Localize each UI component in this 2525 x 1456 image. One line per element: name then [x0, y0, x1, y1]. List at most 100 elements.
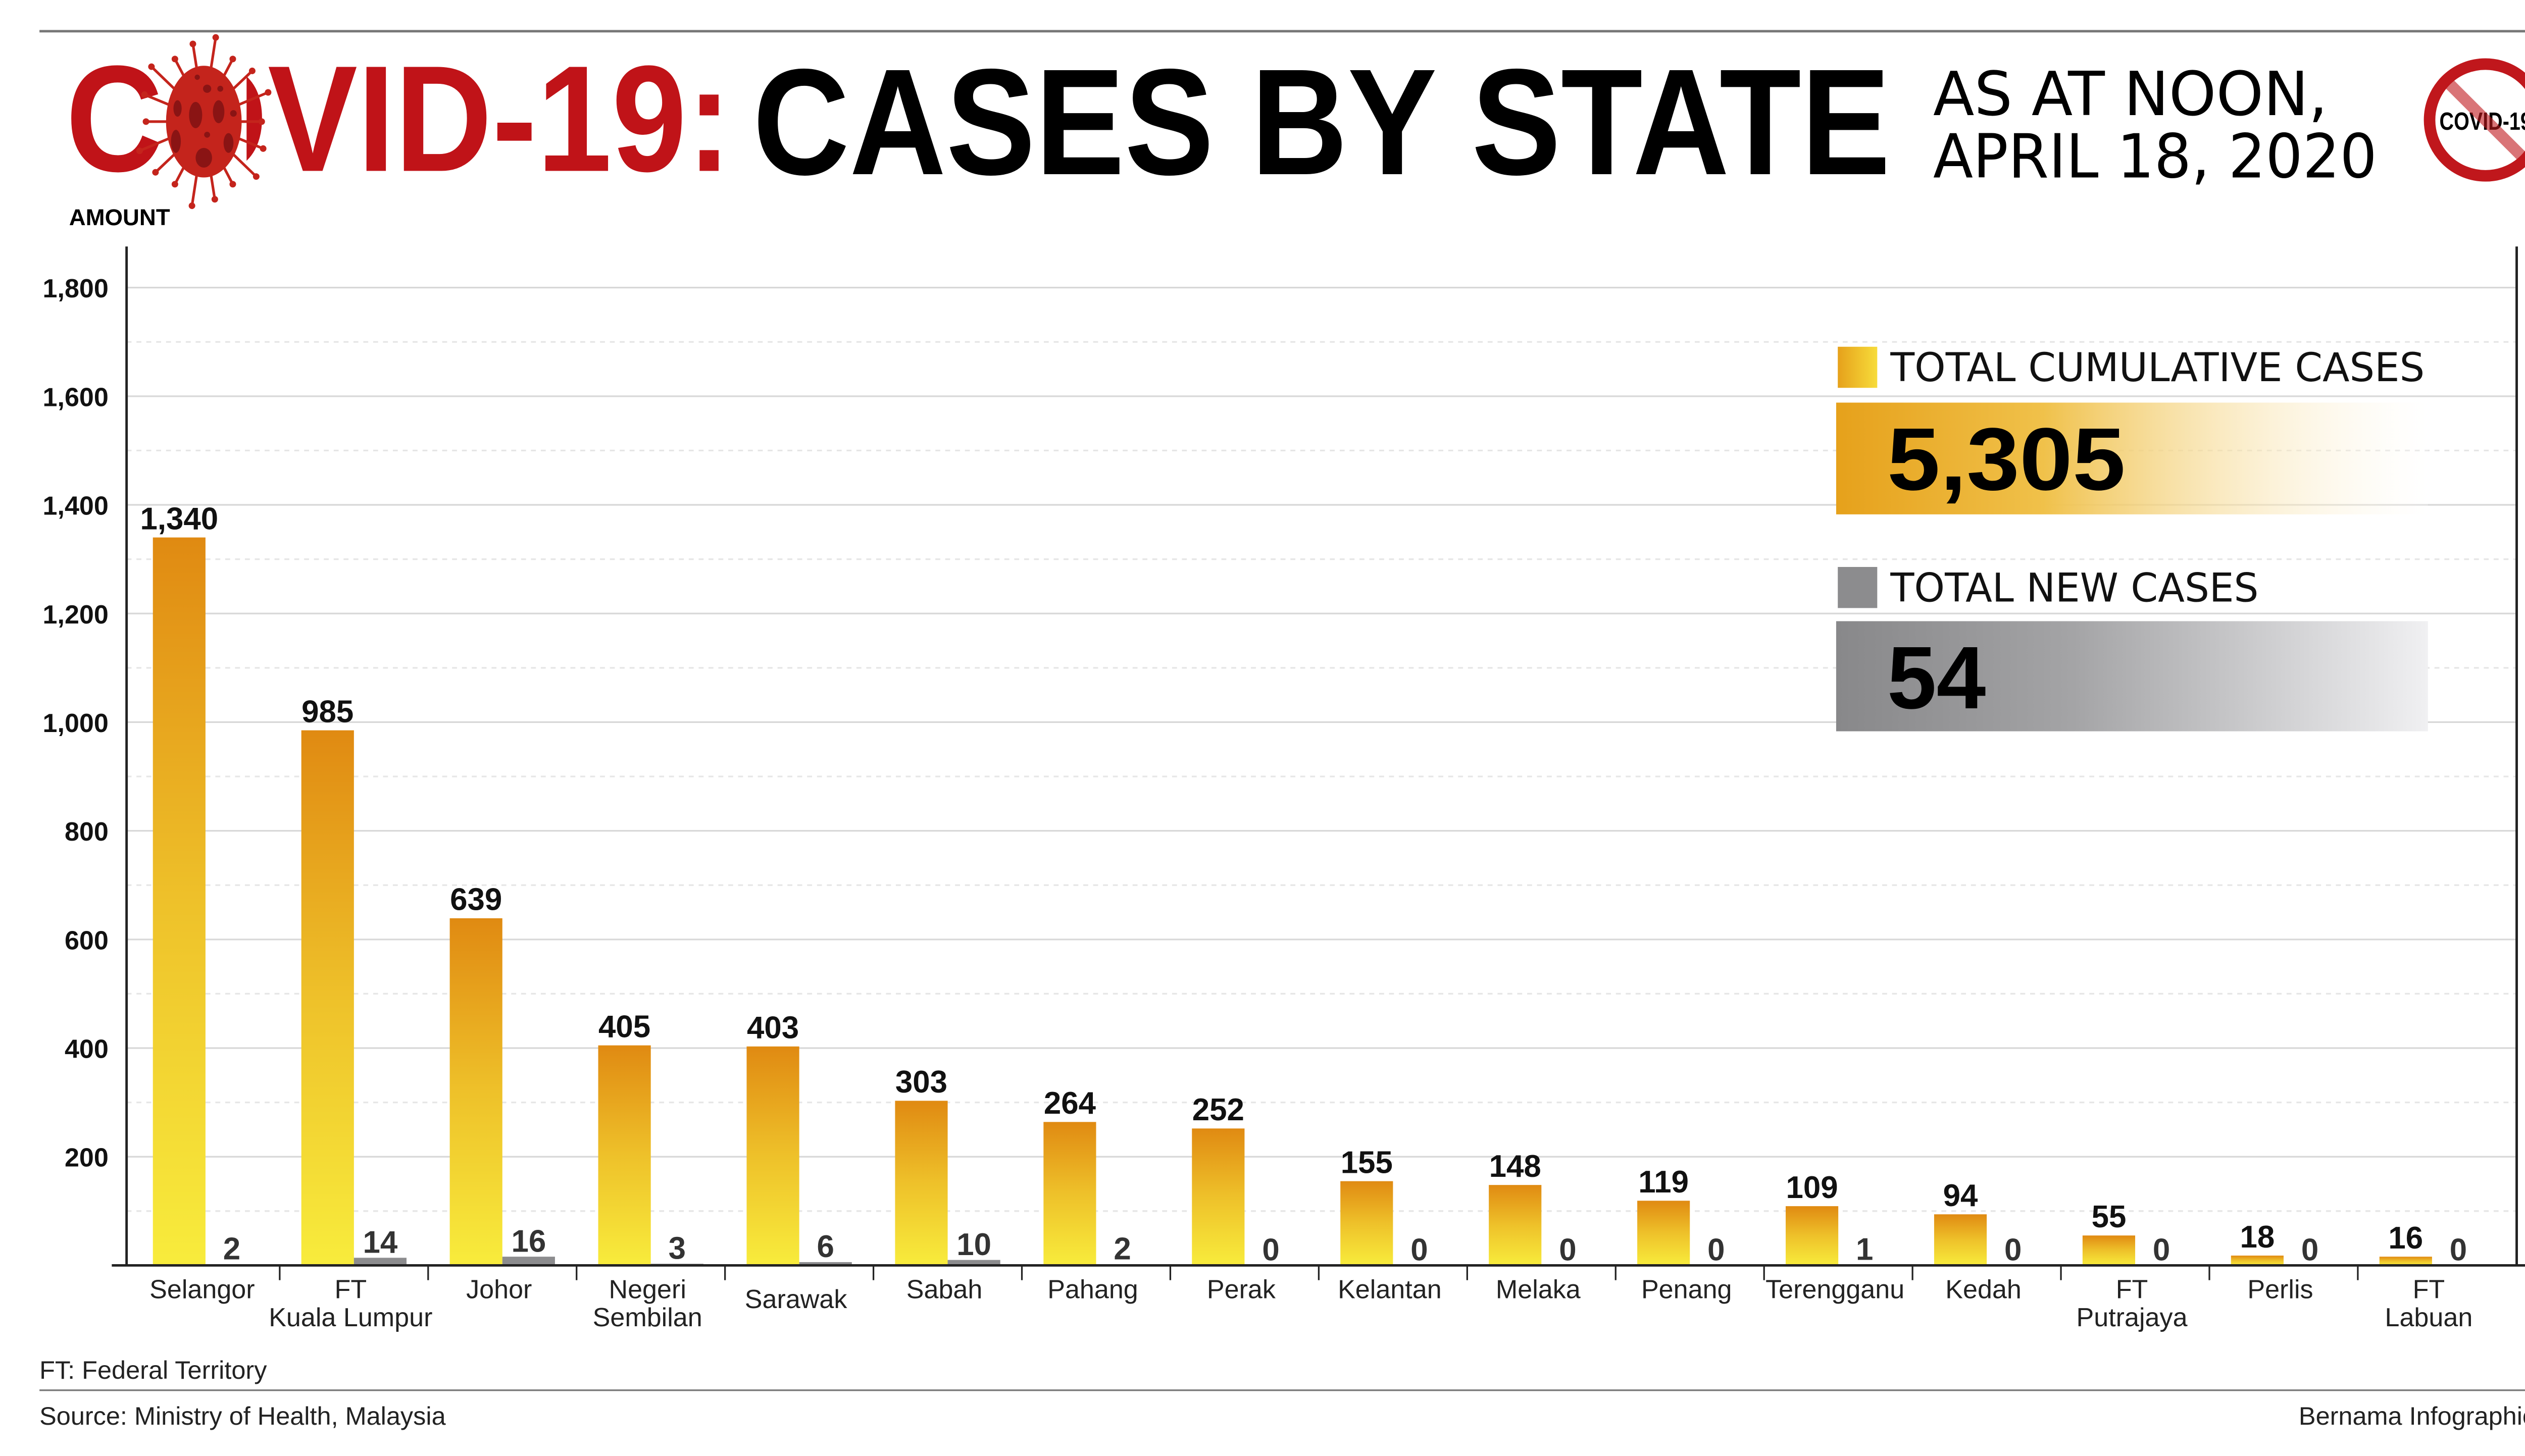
bar-cumulative	[1043, 1122, 1096, 1266]
x-tick-label: Putrajaya	[2077, 1303, 2188, 1332]
bar-cumulative	[449, 918, 502, 1266]
x-tick-label: Sembilan	[593, 1303, 702, 1332]
data-label-cumulative: 16	[2388, 1221, 2423, 1256]
no-covid-logo-icon: COVID-19	[2423, 58, 2525, 182]
data-label-new: 10	[956, 1227, 991, 1262]
bar-cumulative	[746, 1046, 799, 1266]
x-tick-label: Perlis	[2247, 1275, 2313, 1305]
data-label-new: 16	[511, 1224, 546, 1259]
data-label-cumulative: 639	[450, 882, 502, 917]
bar-cumulative	[1489, 1185, 1542, 1266]
y-tick-label: 1,000	[43, 709, 109, 738]
bar-cumulative	[2379, 1257, 2432, 1266]
bar-cumulative	[895, 1101, 948, 1266]
y-tick-label: 600	[65, 926, 109, 955]
data-label-new: 2	[1114, 1231, 1131, 1266]
y-axis-label: AMOUNT	[69, 204, 170, 230]
data-label-new: 0	[2004, 1233, 2022, 1268]
y-tick-label: 1,400	[43, 492, 109, 521]
data-label-new: 2	[223, 1231, 240, 1266]
virus-icon	[136, 34, 272, 210]
data-label-new: 6	[817, 1229, 834, 1264]
x-tick-label: Kelantan	[1338, 1275, 1442, 1305]
data-label-cumulative: 403	[747, 1011, 799, 1046]
x-tick-label: FT	[2116, 1275, 2148, 1305]
new-total-value: 54	[1887, 629, 1986, 727]
footer-note: FT: Federal Territory	[39, 1356, 267, 1384]
x-tick-label: Sabah	[906, 1275, 983, 1305]
data-label-new: 0	[1262, 1233, 1279, 1268]
x-tick-label: Kedah	[1945, 1275, 2022, 1305]
x-tick-label: Johor	[466, 1275, 532, 1305]
date-line-2: APRIL 18, 2020	[1933, 122, 2377, 192]
data-label-cumulative: 55	[2092, 1200, 2127, 1234]
data-label-cumulative: 148	[1489, 1149, 1541, 1184]
bar-cumulative	[153, 537, 206, 1266]
bar-cumulative	[301, 730, 354, 1266]
data-label-cumulative: 252	[1192, 1093, 1244, 1127]
bar-cumulative	[598, 1045, 651, 1266]
new-total-box	[1836, 621, 2428, 732]
title: COVID-19: CASES BY STATE AS AT NOON, APR…	[66, 34, 2377, 210]
cumulative-total-box	[1836, 402, 2428, 514]
bar-cumulative	[1192, 1128, 1245, 1266]
date-line-1: AS AT NOON,	[1933, 59, 2328, 130]
y-tick-label: 400	[65, 1035, 109, 1064]
x-tick-label: FT	[2413, 1275, 2445, 1305]
legend: TOTAL CUMULATIVE CASES 5,305 TOTAL NEW C…	[1836, 345, 2428, 732]
x-tick-label: Penang	[1641, 1275, 1732, 1305]
data-label-cumulative: 155	[1341, 1145, 1393, 1180]
y-tick-label: 1,800	[43, 274, 109, 303]
data-label-cumulative: 109	[1786, 1170, 1838, 1205]
x-tick-label: Negeri	[609, 1275, 686, 1305]
x-tick-label: Labuan	[2385, 1303, 2473, 1332]
data-label-new: 0	[2450, 1233, 2467, 1268]
y-tick-label: 200	[65, 1143, 109, 1173]
title-cases-by-state: CASES BY STATE	[753, 38, 1891, 206]
data-label-new: 0	[1559, 1233, 1576, 1268]
data-label-new: 0	[1410, 1233, 1428, 1268]
y-tick-label: 800	[65, 817, 109, 847]
data-label-cumulative: 985	[301, 694, 354, 729]
data-label-new: 0	[1707, 1233, 1725, 1268]
source-text: Source: Ministry of Health, Malaysia	[39, 1401, 446, 1430]
data-label-new: 0	[2153, 1233, 2170, 1268]
legend-swatch-cumulative	[1838, 346, 1878, 388]
x-tick-label: Pahang	[1047, 1275, 1138, 1305]
x-tick-label: Melaka	[1496, 1275, 1581, 1305]
bar-cumulative	[1786, 1206, 1839, 1266]
data-label-cumulative: 119	[1638, 1165, 1689, 1200]
x-tick-label: Kuala Lumpur	[269, 1303, 432, 1332]
bar-new	[799, 1262, 852, 1266]
bar-new	[947, 1260, 1000, 1266]
x-tick-label: FT	[335, 1275, 367, 1305]
bar-new	[354, 1258, 407, 1266]
data-label-cumulative: 264	[1044, 1086, 1096, 1121]
legend-label-new: TOTAL NEW CASES	[1890, 565, 2258, 611]
x-tick-label: Terengganu	[1765, 1275, 1904, 1305]
bar-chart: 2004006008001,0001,2001,4001,6001,8001,3…	[43, 246, 2525, 1332]
bar-cumulative	[1934, 1214, 1987, 1266]
bar-cumulative	[2082, 1235, 2136, 1266]
credit-text: Bernama Infographics	[2299, 1401, 2525, 1430]
data-label-new: 3	[669, 1231, 686, 1266]
data-label-cumulative: 18	[2240, 1220, 2275, 1255]
bar-cumulative	[2231, 1256, 2284, 1266]
y-tick-label: 1,200	[43, 600, 109, 630]
y-tick-label: 1,600	[43, 383, 109, 412]
legend-label-cumulative: TOTAL CUMULATIVE CASES	[1890, 345, 2425, 391]
bar-cumulative	[1637, 1201, 1690, 1266]
data-label-cumulative: 1,340	[140, 501, 218, 536]
data-label-cumulative: 94	[1943, 1178, 1978, 1213]
x-tick-label: Sarawak	[745, 1285, 848, 1314]
data-label-new: 0	[2301, 1233, 2318, 1268]
x-tick-label: Selangor	[149, 1275, 255, 1305]
bar-cumulative	[1340, 1181, 1393, 1266]
data-label-cumulative: 303	[895, 1065, 947, 1100]
data-label-cumulative: 405	[598, 1009, 650, 1044]
data-label-new: 14	[363, 1225, 398, 1260]
x-tick-label: Perak	[1207, 1275, 1276, 1305]
cumulative-total-value: 5,305	[1887, 410, 2126, 509]
bar-new	[502, 1257, 555, 1266]
